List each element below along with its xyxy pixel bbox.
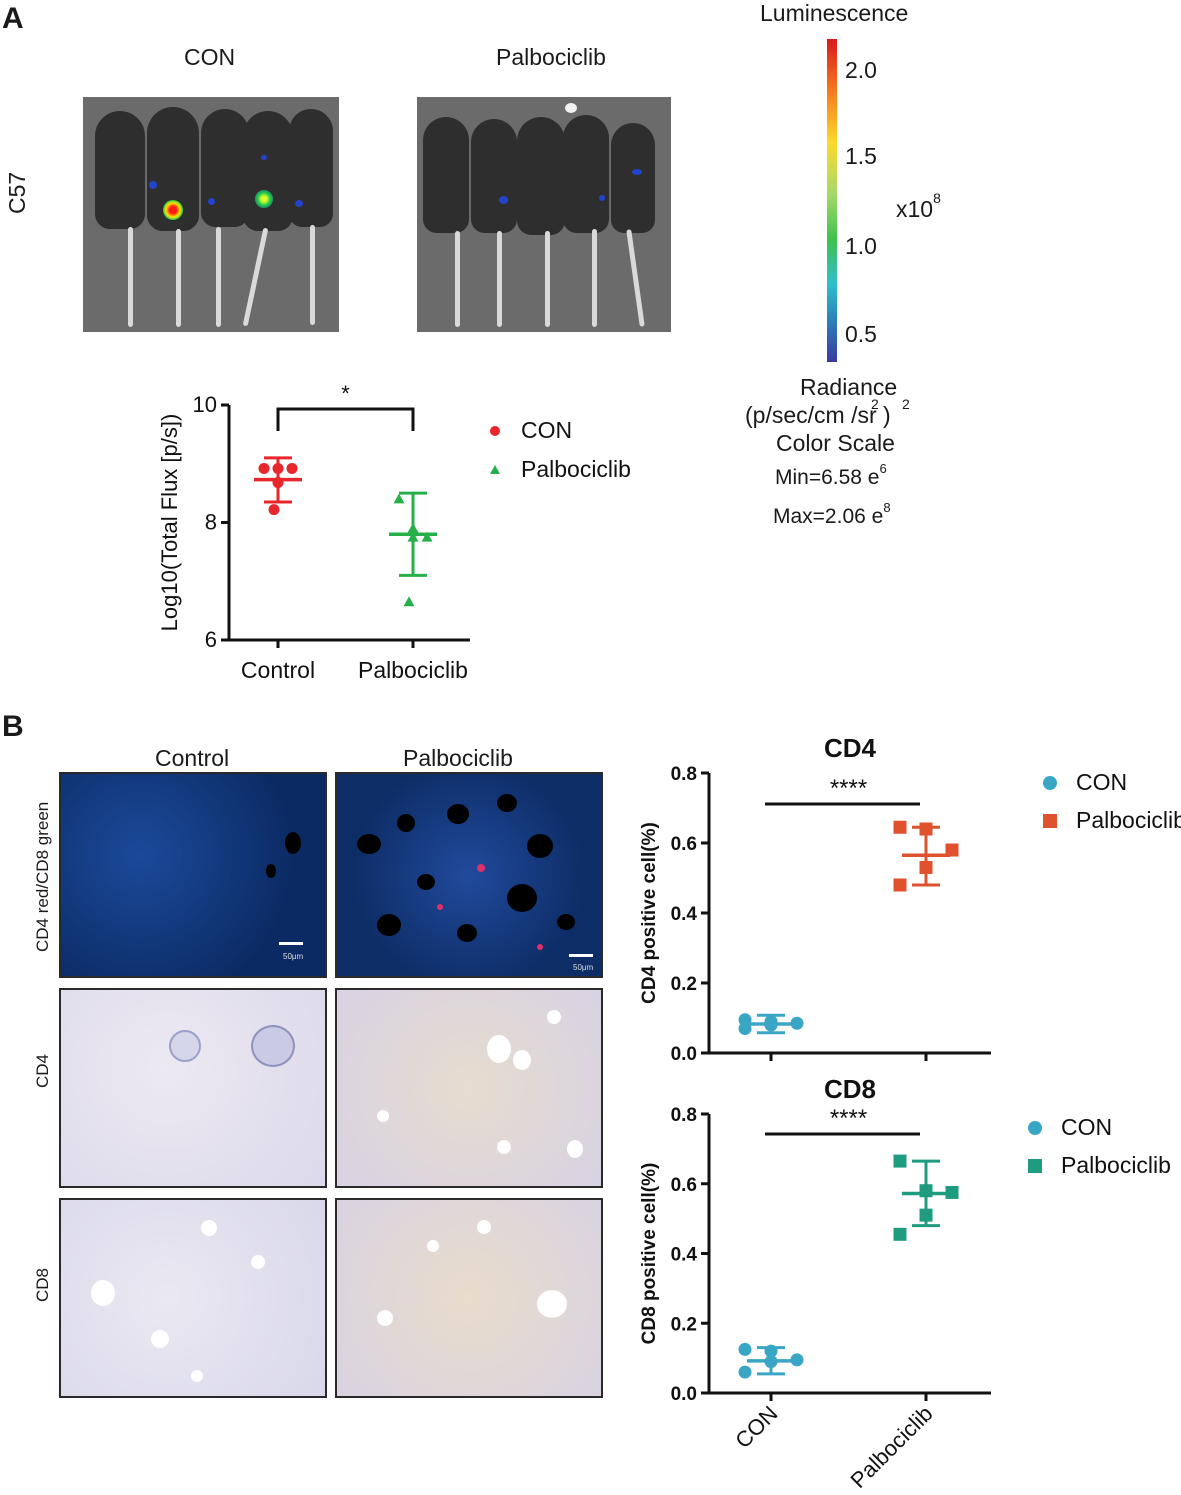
cd4-scatter-chart: 0.0 0.2 0.4 0.6 0.8 CD4 positive cell(%) CD4 **… — [639, 733, 1181, 1065]
y-axis-label: CD4 positive cell(%) — [639, 822, 660, 1004]
y-axis-label: Log10(Total Flux [p/s]) — [157, 414, 182, 632]
tissue-col-palbociclib-label: Palbociclib — [403, 745, 513, 771]
data-point — [945, 843, 959, 857]
colorbar-tick-1-0: 1.0 — [845, 233, 877, 259]
data-point — [738, 1365, 752, 1379]
data-point — [258, 462, 270, 474]
y-axis-label: CD8 positive cell(%) — [639, 1163, 660, 1345]
y-tick-label: 0.4 — [671, 1245, 698, 1266]
legend-marker — [1043, 776, 1057, 790]
colorbar-units: (p/sec/cm /sr ) 2 2 — [745, 396, 910, 428]
legend-label: CON — [1061, 1114, 1112, 1140]
data-point — [421, 531, 433, 542]
data-point — [893, 1227, 907, 1241]
data-point — [790, 1016, 804, 1030]
y-tick-label: 0.2 — [671, 1314, 697, 1335]
colorbar-tick-0-5: 0.5 — [845, 321, 877, 347]
flux-scatter-chart: 6 8 10 Control Palbociclib Log10(Total Flux [… — [157, 381, 631, 683]
data-point — [286, 462, 298, 474]
panel-a-letter: A — [2, 2, 24, 35]
chart-title: CD4 — [824, 733, 877, 763]
colorbar-radiance-label: Radiance — [800, 374, 898, 400]
bioluminescence-image-con — [83, 97, 339, 332]
y-tick-label: 8 — [205, 510, 217, 535]
legend-label: Palbociclib — [521, 456, 631, 482]
y-tick-label: 0.4 — [671, 904, 698, 925]
y-tick-label: 0.8 — [671, 764, 697, 785]
ihc-cd8-control — [59, 1198, 327, 1398]
y-tick-label: 0.0 — [671, 1044, 697, 1065]
y-tick-label: 0.2 — [671, 974, 697, 995]
tissue-col-control-label: Control — [155, 745, 230, 771]
legend-marker — [490, 426, 500, 436]
x-tick-label: CON — [730, 1401, 782, 1453]
colorbar-multiplier: x108 — [896, 190, 941, 222]
legend-marker — [1028, 1121, 1042, 1135]
data-point — [790, 1353, 804, 1367]
legend-label: CON — [521, 417, 572, 443]
data-point — [393, 493, 405, 504]
y-tick-label: 0.8 — [671, 1105, 697, 1126]
significance-stars: * — [341, 381, 350, 406]
legend-marker — [1028, 1159, 1042, 1173]
data-point — [893, 820, 907, 834]
significance-stars: **** — [830, 775, 867, 802]
y-tick-label: 0.6 — [671, 1175, 697, 1196]
luminescence-colorbar — [827, 39, 837, 362]
x-tick-label: Palbociclib — [358, 657, 468, 683]
legend-label: Palbociclib — [1061, 1152, 1171, 1178]
ihc-cd4-control — [59, 988, 327, 1188]
x-tick-label: Control — [241, 657, 315, 683]
y-tick-label: 0.6 — [671, 834, 697, 855]
x-tick-label: Palbociclib — [845, 1401, 937, 1493]
colorbar-tick-1-5: 1.5 — [845, 143, 877, 169]
colorbar-min: Min=6.58 e6 — [775, 461, 887, 489]
colorbar-tick-2-0: 2.0 — [845, 57, 877, 83]
ihc-cd8-palbociclib — [335, 1198, 603, 1398]
data-point — [945, 1185, 959, 1199]
y-tick-label: 10 — [193, 392, 217, 417]
ihc-cd4-palbociclib — [335, 988, 603, 1188]
colorbar-color-scale: Color Scale — [776, 430, 895, 456]
legend-label: Palbociclib — [1076, 807, 1181, 833]
y-tick-label: 0.0 — [671, 1384, 697, 1405]
data-point — [893, 1154, 907, 1168]
significance-stars: **** — [830, 1105, 867, 1132]
mice-col-con-label: CON — [184, 44, 236, 70]
y-tick-label: 6 — [205, 627, 217, 652]
legend-label: CON — [1076, 769, 1127, 795]
colorbar-max: Max=2.06 e8 — [773, 500, 891, 528]
panel-b-letter: B — [2, 710, 24, 743]
data-point — [403, 596, 415, 607]
chart-title: CD8 — [824, 1074, 876, 1104]
mice-col-palbociclib-label: Palbociclib — [496, 44, 606, 70]
data-point — [738, 1342, 752, 1356]
data-point — [268, 504, 280, 516]
colorbar-title: Luminescence — [760, 0, 909, 26]
significance-bracket — [276, 407, 415, 431]
data-point — [893, 878, 907, 892]
if-image-control: 50μm — [59, 772, 327, 978]
legend-marker — [1043, 814, 1057, 828]
if-image-palbociclib: 50μm — [335, 772, 603, 978]
bioluminescence-image-palbociclib — [417, 97, 671, 332]
legend-marker — [490, 465, 500, 474]
